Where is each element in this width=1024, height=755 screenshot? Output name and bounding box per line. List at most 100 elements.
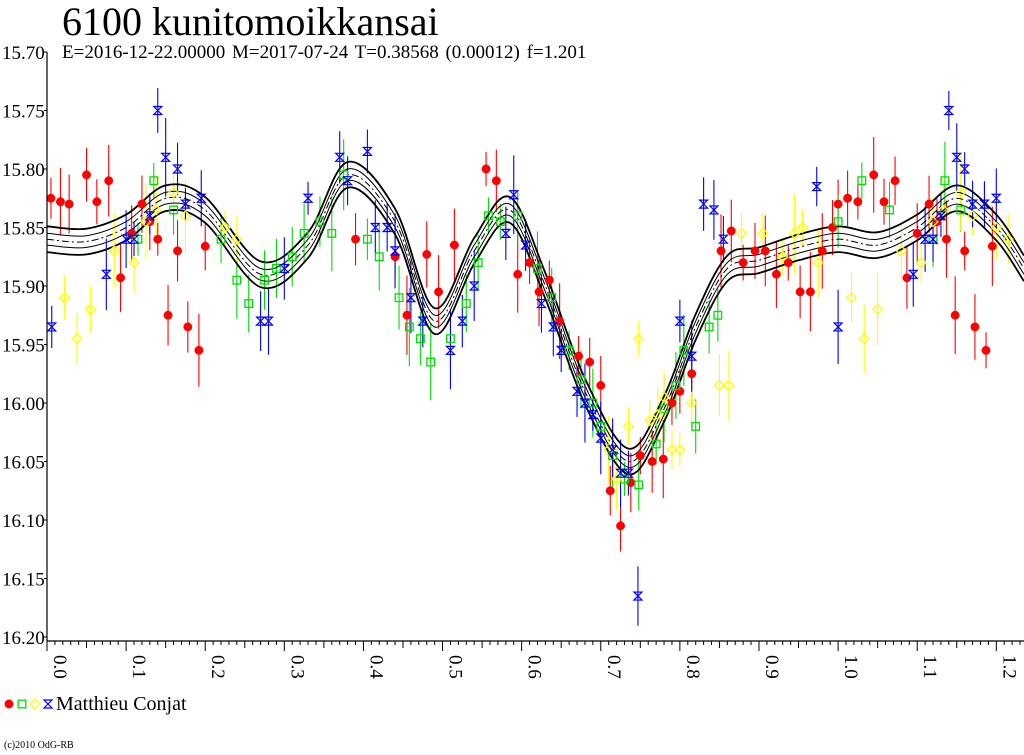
data-point-blue	[907, 269, 919, 279]
data-point-blue	[302, 193, 314, 203]
data-point-blue	[674, 316, 686, 326]
data-point-yellow	[58, 291, 71, 304]
data-point-yellow	[658, 391, 670, 403]
data-point-green	[404, 322, 414, 332]
data-point-yellow	[788, 227, 801, 240]
data-point-red	[738, 258, 748, 268]
x-tick-label: 0.8	[682, 655, 703, 679]
data-point-red	[771, 269, 781, 279]
data-point-red	[616, 521, 625, 531]
data-point-red	[890, 176, 900, 186]
data-point-green	[232, 275, 242, 285]
data-point-blue	[369, 222, 381, 233]
data-point-green	[426, 357, 436, 367]
data-point-yellow	[915, 256, 927, 269]
data-point-yellow	[150, 204, 162, 216]
data-point-red	[869, 170, 879, 180]
data-point-green	[513, 211, 523, 221]
data-point-blue	[152, 105, 164, 116]
data-point-yellow	[674, 444, 686, 456]
data-point-blue	[967, 199, 979, 209]
data-point-red	[605, 486, 615, 496]
axes: 15.70 15.75 15.80 15.85 15.90 15.95 16.00 16.05…	[2, 43, 1024, 679]
legend-markers	[4, 698, 54, 710]
data-point-blue	[717, 234, 729, 244]
data-point-yellow	[812, 256, 825, 269]
data-point-blue	[195, 193, 207, 203]
data-point-green	[564, 345, 574, 355]
data-point-red	[104, 176, 114, 186]
data-point-blue	[595, 433, 607, 443]
data-point-red	[183, 322, 193, 332]
x-tick-label: 0.2	[207, 655, 228, 679]
data-point-red	[173, 246, 182, 256]
data-point-blue	[943, 105, 955, 116]
x-tick-label: 0.4	[365, 655, 386, 679]
data-point-green	[362, 234, 372, 244]
data-point-blue	[100, 269, 112, 279]
data-point-blue	[405, 293, 417, 303]
data-point-yellow	[167, 186, 180, 199]
data-point-yellow	[686, 397, 698, 409]
data-point-red	[970, 322, 980, 332]
data-point-red	[783, 258, 793, 268]
data-point-blue	[978, 199, 990, 209]
data-point-green	[244, 299, 254, 308]
data-markers	[46, 105, 1014, 601]
data-point-green	[169, 205, 179, 215]
data-point-blue	[555, 345, 567, 355]
data-point-green	[547, 293, 557, 303]
data-point-blue	[144, 211, 156, 221]
data-point-red	[828, 223, 838, 232]
data-point-red	[116, 273, 126, 283]
data-point-red	[92, 197, 102, 207]
data-point-green	[691, 421, 701, 431]
data-point-yellow	[713, 379, 726, 392]
data-point-yellow	[644, 414, 656, 427]
data-point-green	[679, 345, 689, 355]
data-point-red	[402, 310, 412, 320]
data-point-green	[533, 263, 542, 273]
data-point-blue	[708, 205, 720, 215]
data-point-green	[596, 421, 606, 431]
y-tick-label: 15.90	[2, 277, 45, 298]
data-point-yellow	[84, 303, 97, 316]
data-point-blue	[468, 281, 480, 291]
data-point-blue	[255, 316, 267, 326]
data-point-red	[950, 310, 960, 320]
data-point-red	[137, 199, 147, 209]
data-point-red	[596, 381, 606, 390]
data-point-red	[667, 398, 677, 408]
data-point-green	[495, 217, 505, 227]
x-tick-label: 0.9	[761, 655, 782, 679]
data-point-yellow	[71, 332, 83, 345]
data-point-green	[260, 275, 270, 285]
data-point-red	[687, 369, 697, 379]
data-point-red	[200, 241, 210, 251]
data-point-blue	[547, 322, 559, 332]
data-point-red	[82, 170, 92, 180]
data-point-red	[924, 199, 934, 209]
data-point-yellow	[666, 444, 678, 456]
data-point-yellow	[858, 332, 870, 345]
data-point-green	[315, 217, 325, 227]
data-point-green	[659, 404, 669, 414]
data-point-yellow	[776, 251, 789, 263]
data-point-green	[857, 176, 867, 186]
data-point-yellow	[990, 221, 1003, 234]
data-point-blue	[120, 234, 132, 244]
data-point-blue	[417, 316, 429, 326]
data-point-red	[805, 287, 815, 297]
data-point-red	[534, 287, 544, 297]
data-point-green	[461, 299, 471, 308]
data-point-blue	[500, 228, 512, 238]
data-point-red	[942, 234, 951, 244]
lightcurve-plot: 15.70 15.75 15.80 15.85 15.90 15.95 16.00 16.05…	[2, 43, 1024, 679]
data-point-green	[415, 334, 425, 344]
data-point-yellow	[652, 408, 664, 421]
data-point-red	[55, 197, 65, 207]
data-point-green	[956, 205, 966, 215]
data-point-green	[588, 398, 598, 408]
data-point-green	[671, 380, 681, 390]
data-point-blue	[278, 263, 290, 274]
